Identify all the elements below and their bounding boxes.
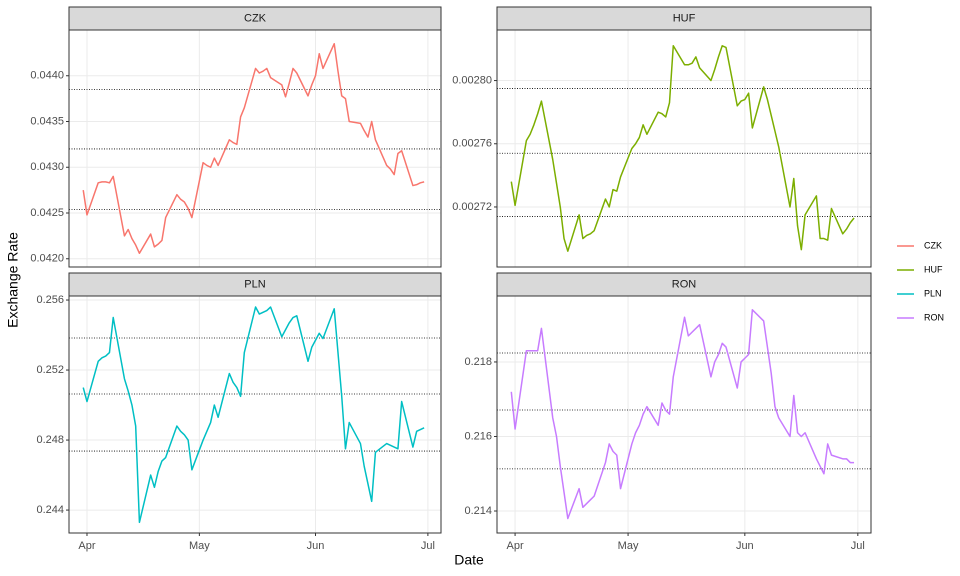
strip-label: PLN xyxy=(244,278,265,290)
y-axis-title: Exchange Rate xyxy=(5,232,21,328)
y-tick-label: 0.0420 xyxy=(30,253,64,265)
y-tick-label: 0.256 xyxy=(36,294,64,306)
panel-background xyxy=(497,296,871,533)
legend-label: CZK xyxy=(924,240,942,250)
panel-border xyxy=(68,295,442,534)
series-line xyxy=(82,42,425,255)
x-tick-label: May xyxy=(618,540,639,552)
y-tick-label: 0.214 xyxy=(464,505,492,517)
y-tick-label: 0.252 xyxy=(36,364,64,376)
legend-label: HUF xyxy=(924,264,943,274)
panel-border xyxy=(68,29,442,268)
y-tick-label: 0.0435 xyxy=(30,115,64,127)
x-tick-label: Jul xyxy=(421,540,435,552)
panel-background xyxy=(69,296,441,533)
x-tick-label: Apr xyxy=(507,540,524,552)
panel-background xyxy=(69,30,441,267)
y-tick-label: 0.0425 xyxy=(30,207,64,219)
y-tick-label: 0.00276 xyxy=(452,138,492,150)
x-tick-label: May xyxy=(189,540,210,552)
x-tick-label: Apr xyxy=(78,540,95,552)
series-line xyxy=(82,306,425,524)
x-tick-label: Jun xyxy=(307,540,325,552)
y-tick-label: 0.0430 xyxy=(30,161,64,173)
strip-label: RON xyxy=(672,278,697,290)
series-line xyxy=(510,45,855,252)
x-tick-label: Jun xyxy=(736,540,754,552)
y-tick-label: 0.218 xyxy=(464,356,492,368)
strip-label: CZK xyxy=(244,12,267,24)
legend-label: PLN xyxy=(924,288,942,298)
legend-label: RON xyxy=(924,312,944,322)
panel-background xyxy=(497,30,871,267)
y-tick-label: 0.244 xyxy=(36,504,64,516)
x-axis-title: Date xyxy=(454,552,484,568)
panel-border xyxy=(496,295,872,534)
series-line xyxy=(510,309,855,520)
strip-label: HUF xyxy=(673,12,696,24)
y-tick-label: 0.00272 xyxy=(452,201,492,213)
y-tick-label: 0.248 xyxy=(36,434,64,446)
panel-border xyxy=(496,29,872,268)
y-tick-label: 0.00280 xyxy=(452,74,492,86)
y-tick-label: 0.216 xyxy=(464,430,492,442)
x-tick-label: Jul xyxy=(851,540,865,552)
y-tick-label: 0.0440 xyxy=(30,70,64,82)
